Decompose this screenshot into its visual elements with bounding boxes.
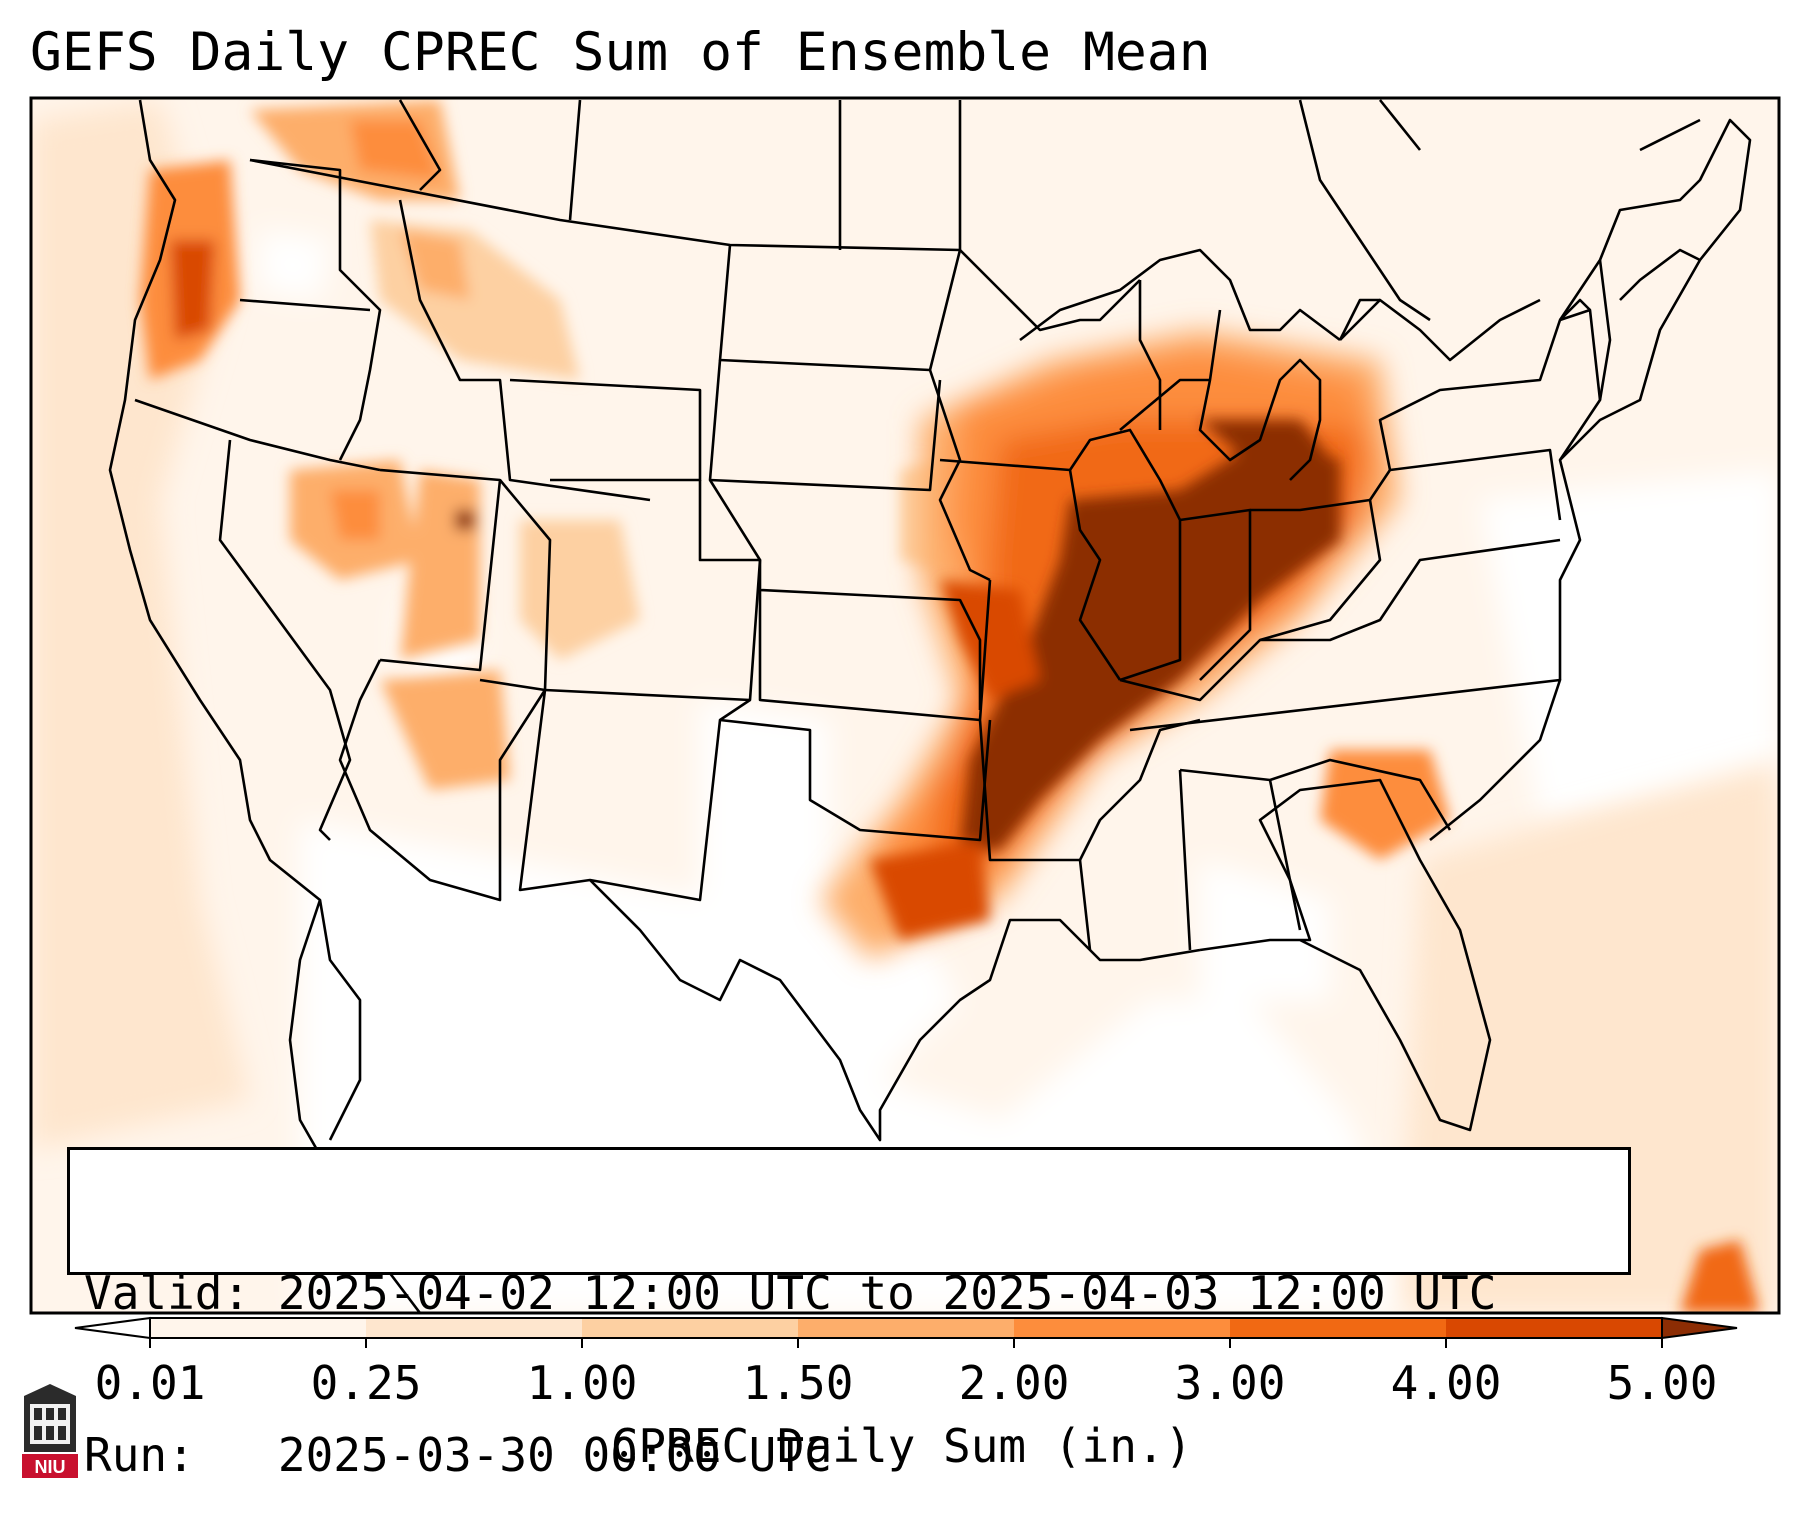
colorbar-tick-label: 1.50 xyxy=(742,1356,854,1410)
colorbar-tick-label: 2.00 xyxy=(958,1356,1070,1410)
colorbar-segment xyxy=(366,1318,583,1338)
colorbar-segment xyxy=(1230,1318,1447,1338)
valid-time-range: 2025-04-02 12:00 UTC to 2025-04-03 12:00… xyxy=(277,1266,1497,1320)
colorbar-outline xyxy=(149,1317,1663,1339)
page-title: GEFS Daily CPREC Sum of Ensemble Mean xyxy=(30,22,1211,83)
colorbar-label: CPREC Daily Sum (in.) xyxy=(610,1419,1193,1473)
colorbar-segment xyxy=(582,1318,799,1338)
run-line: Run: 2025-03-30 00:00 UTC xyxy=(84,1428,1614,1482)
colorbar-tick-label: 3.00 xyxy=(1174,1356,1286,1410)
colorbar-segment xyxy=(1014,1318,1231,1338)
colorbar-tick-label: 0.25 xyxy=(310,1356,422,1410)
colorbar xyxy=(74,1316,1738,1348)
colorbar-tick-label: 5.00 xyxy=(1606,1356,1718,1410)
map-border xyxy=(29,96,1781,1315)
run-time: 2025-03-30 00:00 UTC xyxy=(277,1428,832,1482)
run-label: Run: xyxy=(84,1428,195,1482)
valid-line: Valid: 2025-04-02 12:00 UTC to 2025-04-0… xyxy=(84,1266,1614,1320)
svg-text:NIU: NIU xyxy=(35,1457,66,1477)
valid-run-info-box: Valid: 2025-04-02 12:00 UTC to 2025-04-0… xyxy=(67,1147,1631,1482)
state-boundaries xyxy=(108,99,1752,1313)
colorbar-segment xyxy=(798,1318,1015,1338)
colorbar-segment xyxy=(150,1318,367,1338)
colorbar-tick-label: 0.01 xyxy=(94,1356,206,1410)
precip-field xyxy=(31,98,1779,1313)
colorbar-tick-label: 4.00 xyxy=(1390,1356,1502,1410)
precipitation-map xyxy=(29,96,1781,1348)
colorbar-tick-labels: 0.01 0.25 1.00 1.50 2.00 3.00 4.00 5.00 xyxy=(0,1355,1803,1415)
niu-logo: NIU xyxy=(22,1384,78,1478)
colorbar-tick-label: 1.00 xyxy=(526,1356,638,1410)
valid-label: Valid: xyxy=(84,1266,251,1320)
colorbar-over-arrow xyxy=(1661,1316,1738,1340)
colorbar-segment xyxy=(1446,1318,1663,1338)
